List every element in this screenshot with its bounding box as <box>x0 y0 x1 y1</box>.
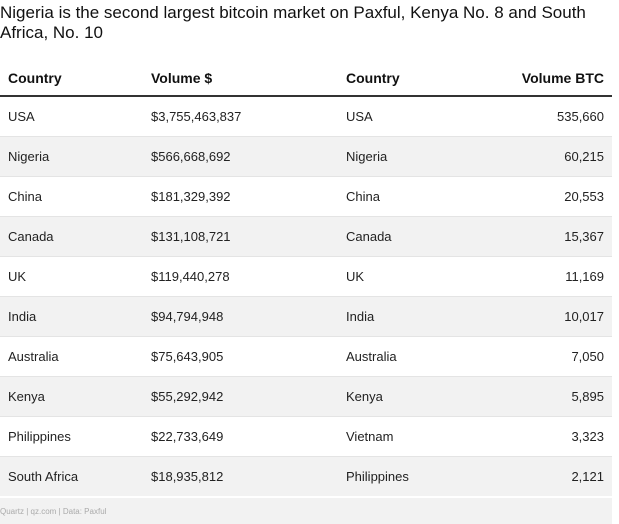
volume-usd-cell: $181,329,392 <box>143 176 338 217</box>
country-usd-cell: Canada <box>0 216 143 257</box>
volume-usd-cell: $3,755,463,837 <box>143 96 338 137</box>
table-row: Canada $131,108,721 Canada 15,367 <box>0 216 612 257</box>
country-usd-cell: UK <box>0 256 143 297</box>
volume-btc-cell: 60,215 <box>488 136 612 177</box>
country-btc-cell: Philippines <box>338 456 488 496</box>
header-country-btc: Country <box>338 60 488 97</box>
table-header: Country Volume $ Country Volume BTC <box>0 60 612 97</box>
footer-band <box>0 498 612 524</box>
volume-usd-cell: $22,733,649 <box>143 416 338 457</box>
country-btc-cell: Vietnam <box>338 416 488 457</box>
volume-btc-cell: 5,895 <box>488 376 612 417</box>
volume-btc-cell: 7,050 <box>488 336 612 377</box>
country-usd-cell: Nigeria <box>0 136 143 177</box>
volume-btc-cell: 15,367 <box>488 216 612 257</box>
volume-btc-cell: 535,660 <box>488 96 612 137</box>
volume-btc-cell: 20,553 <box>488 176 612 217</box>
page-title: Nigeria is the second largest bitcoin ma… <box>0 3 586 42</box>
volume-usd-cell: $119,440,278 <box>143 256 338 297</box>
country-usd-cell: South Africa <box>0 456 143 496</box>
volume-btc-cell: 3,323 <box>488 416 612 457</box>
country-usd-cell: Philippines <box>0 416 143 457</box>
country-usd-cell: India <box>0 296 143 337</box>
country-usd-cell: Kenya <box>0 376 143 417</box>
table-row: Kenya $55,292,942 Kenya 5,895 <box>0 376 612 417</box>
country-btc-cell: India <box>338 296 488 337</box>
country-usd-cell: China <box>0 176 143 217</box>
country-btc-cell: USA <box>338 96 488 137</box>
country-btc-cell: Nigeria <box>338 136 488 177</box>
country-btc-cell: China <box>338 176 488 217</box>
country-usd-cell: Australia <box>0 336 143 377</box>
volume-usd-cell: $75,643,905 <box>143 336 338 377</box>
table-row: USA $3,755,463,837 USA 535,660 <box>0 96 612 137</box>
data-table-container: Country Volume $ Country Volume BTC USA $… <box>0 60 612 496</box>
country-btc-cell: Australia <box>338 336 488 377</box>
header-volume-usd: Volume $ <box>143 60 338 97</box>
country-btc-cell: UK <box>338 256 488 297</box>
table-body: USA $3,755,463,837 USA 535,660 Nigeria $566,6… <box>0 96 612 496</box>
volume-usd-cell: $566,668,692 <box>143 136 338 177</box>
country-btc-cell: Kenya <box>338 376 488 417</box>
table-row: Philippines $22,733,649 Vietnam 3,323 <box>0 416 612 457</box>
country-usd-cell: USA <box>0 96 143 137</box>
table-row: Nigeria $566,668,692 Nigeria 60,215 <box>0 136 612 177</box>
volume-btc-cell: 2,121 <box>488 456 612 496</box>
header-volume-btc: Volume BTC <box>488 60 612 97</box>
volume-btc-cell: 11,169 <box>488 256 612 297</box>
header-country-usd: Country <box>0 60 143 97</box>
volume-usd-cell: $55,292,942 <box>143 376 338 417</box>
header-row: Country Volume $ Country Volume BTC <box>0 60 612 97</box>
volume-usd-cell: $94,794,948 <box>143 296 338 337</box>
table-row: China $181,329,392 China 20,553 <box>0 176 612 217</box>
table-row: India $94,794,948 India 10,017 <box>0 296 612 337</box>
table-row: South Africa $18,935,812 Philippines 2,121 <box>0 456 612 496</box>
data-table: Country Volume $ Country Volume BTC USA $… <box>0 60 612 496</box>
volume-btc-cell: 10,017 <box>488 296 612 337</box>
volume-usd-cell: $18,935,812 <box>143 456 338 496</box>
country-btc-cell: Canada <box>338 216 488 257</box>
table-row: UK $119,440,278 UK 11,169 <box>0 256 612 297</box>
source-credit: Quartz | qz.com | Data: Paxful <box>0 507 107 516</box>
table-row: Australia $75,643,905 Australia 7,050 <box>0 336 612 377</box>
volume-usd-cell: $131,108,721 <box>143 216 338 257</box>
